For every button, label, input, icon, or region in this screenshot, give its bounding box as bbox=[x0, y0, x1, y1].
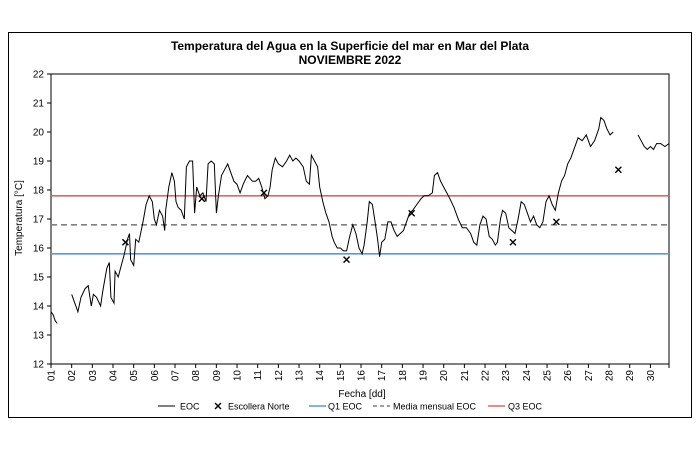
x-tick-label: 13 bbox=[295, 370, 306, 382]
x-tick-label: 26 bbox=[563, 370, 574, 382]
chart-frame bbox=[8, 32, 692, 418]
x-tick-label: 30 bbox=[646, 370, 657, 382]
y-tick-label: 19 bbox=[33, 157, 45, 168]
y-tick-label: 15 bbox=[33, 273, 45, 284]
x-tick-label: 25 bbox=[543, 370, 554, 382]
x-tick-label: 18 bbox=[398, 370, 409, 382]
plot-area: 12 13 14 15 16 17 18 19 20 21 22 01 02 03 04 05 06 07 08 09… bbox=[33, 70, 670, 382]
marker-stroke bbox=[408, 209, 416, 217]
x-tick-label: 23 bbox=[501, 370, 512, 382]
legend-item-media-mensual-eoc: Media mensual EOC bbox=[373, 402, 477, 412]
x-tick-label: 09 bbox=[212, 370, 223, 382]
y-tick-label: 12 bbox=[33, 360, 45, 371]
marker-stroke bbox=[552, 218, 560, 226]
series-line-eoc bbox=[71, 116, 614, 314]
y-tick-label: 21 bbox=[33, 99, 45, 110]
x-tick-label: 17 bbox=[377, 370, 388, 382]
legend-item-escollera-norte: Escollera Norte bbox=[214, 402, 290, 412]
y-axis-label: Temperatura [°C] bbox=[14, 180, 25, 256]
legend-marker bbox=[214, 402, 222, 410]
legend-label: Escollera Norte bbox=[228, 402, 290, 412]
legend-label: Media mensual EOC bbox=[393, 402, 477, 412]
escollera-norte-point bbox=[408, 209, 416, 217]
y-tick-label: 22 bbox=[33, 70, 45, 81]
escollera-norte-point bbox=[121, 238, 129, 246]
x-tick-label: 28 bbox=[605, 370, 616, 382]
legend: EOC Escollera Norte Q1 EOC Media mensual EO… bbox=[158, 402, 543, 412]
y-tick-label: 16 bbox=[33, 244, 45, 255]
chart-title: Temperatura del Agua en la Superficie de… bbox=[171, 39, 529, 53]
y-tick-label: 17 bbox=[33, 215, 45, 226]
escollera-norte-point bbox=[614, 166, 622, 174]
x-tick-label: 04 bbox=[109, 370, 120, 382]
x-tick-label: 16 bbox=[357, 370, 368, 382]
legend-label: EOC bbox=[180, 402, 200, 412]
x-tick-label: 24 bbox=[522, 370, 533, 382]
x-axis-label: Fecha [dd] bbox=[338, 389, 385, 400]
escollera-norte-point bbox=[552, 218, 560, 226]
x-tick-label: 05 bbox=[129, 370, 140, 382]
x-tick-label: 02 bbox=[67, 370, 78, 382]
legend-item-q1-eoc: Q1 EOC bbox=[309, 402, 363, 412]
marker-stroke bbox=[509, 238, 517, 246]
x-tick-label: 01 bbox=[47, 370, 58, 382]
marker-stroke bbox=[198, 195, 206, 203]
x-tick-label: 22 bbox=[481, 370, 492, 382]
y-tick-label: 13 bbox=[33, 331, 45, 342]
x-tick-label: 19 bbox=[419, 370, 430, 382]
y-tick-label: 14 bbox=[33, 302, 45, 313]
x-tick-label: 07 bbox=[171, 370, 182, 382]
x-tick-label: 20 bbox=[439, 370, 450, 382]
legend-label: Q3 EOC bbox=[508, 402, 543, 412]
x-tick-label: 06 bbox=[150, 370, 161, 382]
series-line-eoc bbox=[50, 311, 58, 324]
legend-item-eoc: EOC bbox=[158, 402, 200, 412]
escollera-norte-point bbox=[343, 256, 351, 264]
x-tick-label: 12 bbox=[274, 370, 285, 382]
marker-stroke bbox=[121, 238, 129, 246]
x-tick-label: 08 bbox=[191, 370, 202, 382]
marker-stroke bbox=[343, 256, 351, 264]
escollera-norte-point bbox=[260, 189, 268, 197]
escollera-norte-point bbox=[198, 195, 206, 203]
chart-subtitle: NOVIEMBRE 2022 bbox=[299, 53, 402, 67]
series-line-eoc bbox=[637, 134, 670, 151]
y-tick-label: 18 bbox=[33, 186, 45, 197]
x-tick-label: 14 bbox=[315, 370, 326, 382]
x-tick-label: 27 bbox=[584, 370, 595, 382]
x-tick-label: 21 bbox=[460, 370, 471, 382]
x-tick-label: 10 bbox=[233, 370, 244, 382]
x-tick-label: 15 bbox=[336, 370, 347, 382]
x-tick-label: 11 bbox=[253, 370, 264, 381]
y-tick-label: 20 bbox=[33, 128, 45, 139]
marker-stroke bbox=[614, 166, 622, 174]
legend-label: Q1 EOC bbox=[328, 402, 363, 412]
marker-stroke bbox=[260, 189, 268, 197]
legend-item-q3-eoc: Q3 EOC bbox=[488, 402, 543, 412]
x-tick-label: 03 bbox=[88, 370, 99, 382]
x-tick-label: 29 bbox=[625, 370, 636, 382]
escollera-norte-point bbox=[509, 238, 517, 246]
